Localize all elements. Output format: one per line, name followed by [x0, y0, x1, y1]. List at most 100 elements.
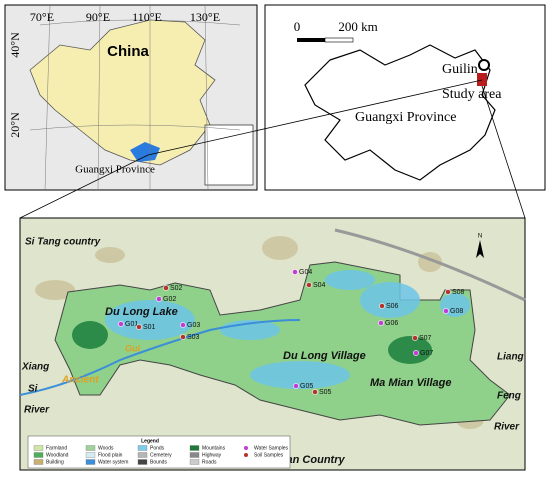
- legend-label: Farmland: [46, 445, 67, 451]
- study-area-marker: [477, 73, 487, 86]
- mountains: [72, 321, 432, 364]
- scale-label: 0: [294, 19, 301, 34]
- sample-marker: [136, 324, 142, 330]
- sample-marker: [292, 269, 298, 275]
- connector: [19, 154, 149, 219]
- sample-label: S05: [319, 389, 332, 396]
- lon-label: 70°E: [30, 10, 54, 24]
- river: [19, 319, 301, 396]
- legend-label: Bounds: [150, 459, 167, 465]
- north-label: N: [478, 234, 482, 240]
- sample-marker: [412, 335, 418, 341]
- sample-label: S06: [386, 303, 399, 310]
- sample-label: G05: [300, 383, 313, 390]
- sample-label: S03: [187, 334, 200, 341]
- legend-swatch: [137, 452, 148, 458]
- scale-label: 200 km: [338, 19, 377, 34]
- lon-label: 130°E: [190, 10, 220, 24]
- sample-marker: [379, 303, 385, 309]
- country-label: China: [107, 43, 149, 60]
- highway: [334, 228, 526, 302]
- legend-box: [27, 435, 291, 469]
- legend-label: Water system: [98, 459, 128, 465]
- sample-marker: [293, 383, 299, 389]
- legend-label: Mountains: [202, 445, 226, 451]
- legend-label: Building: [46, 459, 64, 465]
- water-areas: [105, 270, 470, 389]
- place-label: Si Tang country: [25, 237, 101, 248]
- sample-marker: [312, 389, 318, 395]
- sample-marker: [118, 321, 124, 327]
- lat-label: 20°N: [8, 112, 22, 138]
- legend-label: Soil Samples: [254, 452, 284, 458]
- connector: [147, 79, 483, 156]
- sample-marker: [443, 308, 449, 314]
- place-label: Ma Mian Village: [370, 377, 452, 389]
- legend-label: Cemetery: [150, 452, 172, 458]
- lon-label: 110°E: [132, 10, 162, 24]
- legend-swatch: [85, 459, 96, 465]
- legend-swatch: [33, 452, 44, 458]
- sample-marker: [445, 289, 451, 295]
- place-label: Feng: [497, 391, 521, 402]
- guangxi-outline: [304, 44, 496, 181]
- legend-swatch: [244, 446, 248, 450]
- north-arrow: N: [476, 234, 484, 258]
- legend-label: Flood plain: [98, 452, 123, 458]
- legend-swatch: [189, 459, 200, 465]
- place-label: River: [24, 405, 50, 416]
- legend-swatch: [244, 453, 248, 457]
- sample-label: G06: [385, 320, 398, 327]
- place-label: Ancient: [61, 375, 99, 386]
- legend-label: Roads: [202, 459, 217, 465]
- place-label: Du Long Village: [283, 350, 366, 362]
- legend-swatch: [33, 445, 44, 451]
- sample-label: G07: [420, 350, 433, 357]
- lon-label: 90°E: [86, 10, 110, 24]
- place-label: River: [494, 422, 520, 433]
- place-label: Liang: [497, 352, 524, 363]
- province-label: Guangxi Province: [75, 164, 155, 176]
- sample-label: S04: [313, 282, 326, 289]
- sample-marker: [413, 350, 419, 356]
- legend-label: Woods: [98, 445, 114, 451]
- legend-title: Legend: [141, 438, 159, 444]
- sample-label: S01: [143, 324, 156, 331]
- sample-marker: [378, 320, 384, 326]
- sample-label: G01: [125, 321, 138, 328]
- graticule: [29, 4, 241, 191]
- guilin-marker: [478, 59, 490, 71]
- sample-marker: [180, 322, 186, 328]
- study-area-label: Study area: [442, 87, 502, 102]
- legend-label: Highway: [202, 452, 222, 458]
- city-label: Guilin: [442, 62, 478, 77]
- sample-marker: [156, 296, 162, 302]
- place-label: Xiang: [21, 362, 49, 373]
- legend-label: Ponds: [150, 445, 165, 451]
- legend-label: Woodland: [46, 452, 69, 458]
- china-outline: [29, 19, 216, 166]
- scale-bar: [324, 37, 354, 43]
- sample-marker: [306, 282, 312, 288]
- sample-label: S08: [452, 289, 465, 296]
- sample-label: S02: [170, 285, 183, 292]
- legend-swatch: [85, 445, 96, 451]
- legend-swatch: [189, 445, 200, 451]
- province-label: Guangxi Province: [355, 110, 456, 125]
- guangxi-highlight: [130, 142, 160, 162]
- sample-label: S07: [419, 335, 432, 342]
- legend-swatch: [33, 459, 44, 465]
- sample-label: G02: [163, 296, 176, 303]
- lat-label: 40°N: [8, 32, 22, 58]
- place-label: Gui: [125, 343, 140, 353]
- legend-label: Water Samples: [254, 445, 288, 451]
- legend-swatch: [137, 445, 148, 451]
- place-label: Du Long Lake: [105, 306, 178, 318]
- sample-label: G08: [450, 308, 463, 315]
- legend-swatch: [85, 452, 96, 458]
- sample-marker: [163, 285, 169, 291]
- sample-label: G03: [187, 322, 200, 329]
